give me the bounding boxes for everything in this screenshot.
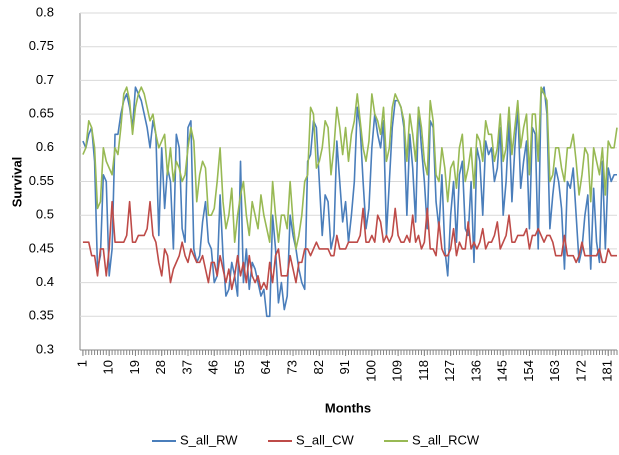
y-tick-label: 0.4 bbox=[36, 274, 54, 289]
series-line bbox=[82, 200, 617, 291]
x-tick-label: 82 bbox=[311, 360, 326, 374]
y-tick-label: 0.6 bbox=[36, 139, 54, 154]
x-tick-label: 145 bbox=[495, 360, 510, 382]
x-tick-label: 91 bbox=[337, 360, 352, 374]
x-tick-label: 109 bbox=[390, 360, 405, 382]
x-tick-label: 1 bbox=[74, 360, 89, 367]
y-tick-label: 0.45 bbox=[29, 240, 54, 255]
legend-label: S_all_CW bbox=[296, 432, 355, 447]
y-tick-label: 0.7 bbox=[36, 72, 54, 87]
x-tick-label: 163 bbox=[547, 360, 562, 382]
x-tick-label: 28 bbox=[153, 360, 168, 374]
x-tick-label: 118 bbox=[416, 360, 431, 381]
x-tick-label: 64 bbox=[258, 360, 273, 374]
legend-label: S_all_RCW bbox=[412, 432, 480, 447]
x-tick-label: 10 bbox=[101, 360, 116, 374]
x-tick-label: 136 bbox=[468, 360, 483, 382]
y-tick-label: 0.35 bbox=[29, 308, 54, 323]
y-tick-label: 0.55 bbox=[29, 173, 54, 188]
y-tick-label: 0.5 bbox=[36, 207, 54, 222]
series-line bbox=[82, 86, 617, 318]
legend-label: S_all_RW bbox=[180, 432, 238, 447]
x-tick-label: 37 bbox=[179, 360, 194, 374]
x-tick-label: 55 bbox=[232, 360, 247, 374]
x-tick-label: 154 bbox=[521, 360, 536, 382]
x-tick-label: 46 bbox=[206, 360, 221, 374]
y-tick-label: 0.75 bbox=[29, 38, 54, 53]
y-axis-title: Survival bbox=[9, 157, 24, 208]
x-tick-label: 127 bbox=[442, 360, 457, 382]
y-tick-label: 0.8 bbox=[36, 4, 54, 19]
x-tick-label: 19 bbox=[127, 360, 142, 374]
y-tick-label: 0.3 bbox=[36, 341, 54, 356]
x-tick-label: 73 bbox=[284, 360, 299, 374]
x-tick-label: 100 bbox=[363, 360, 378, 382]
x-axis-title: Months bbox=[325, 400, 371, 415]
x-tick-label: 172 bbox=[573, 360, 588, 382]
y-tick-label: 0.65 bbox=[29, 106, 54, 121]
x-tick-label: 181 bbox=[600, 360, 615, 382]
series-line bbox=[82, 86, 618, 250]
